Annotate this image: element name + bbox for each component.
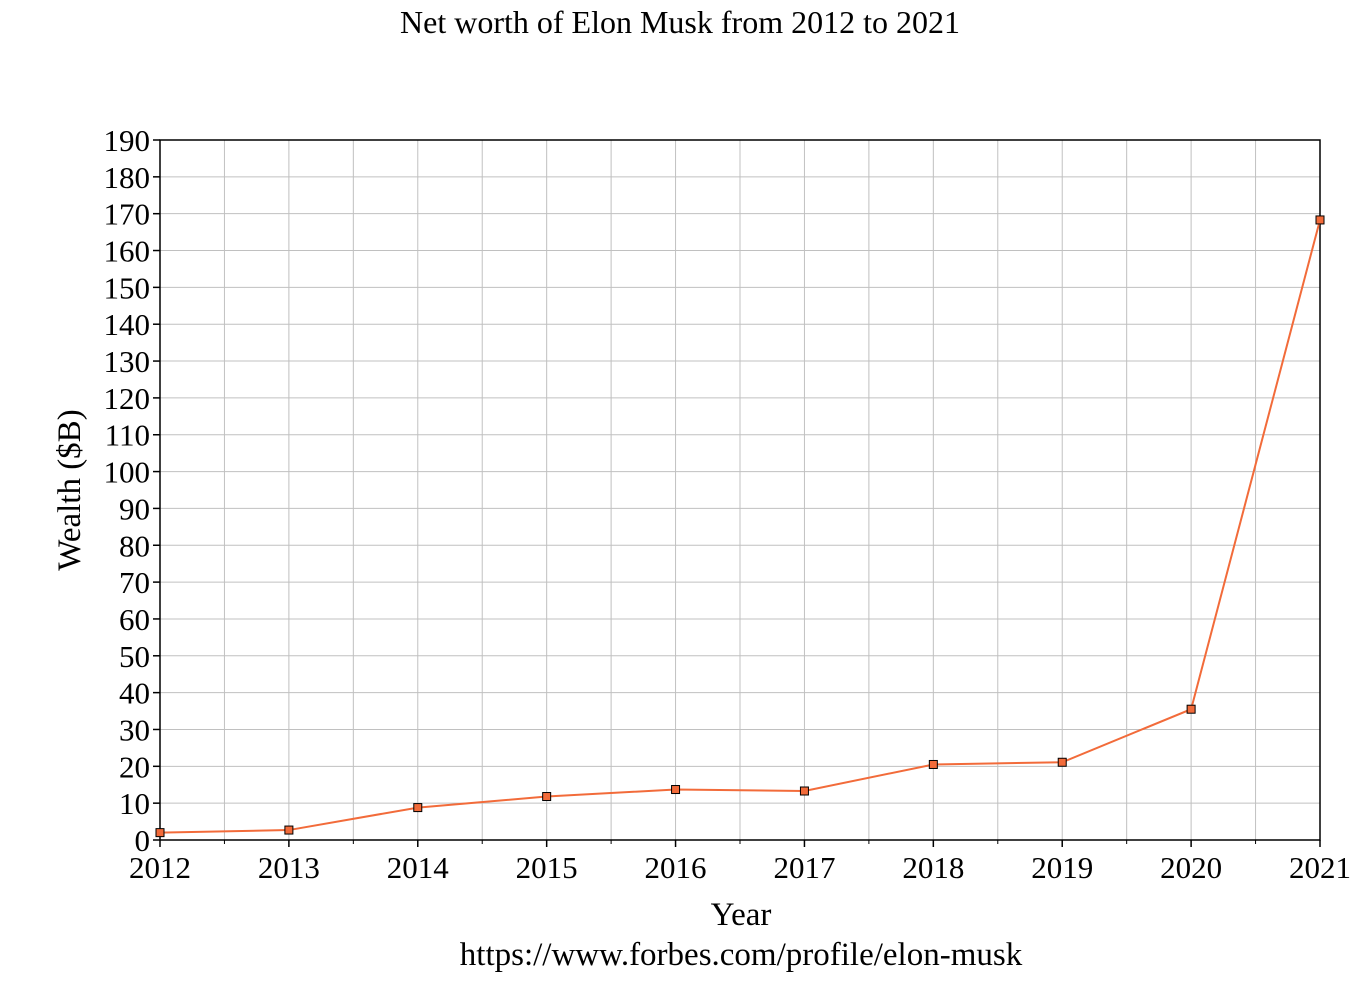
y-tick-label: 170 (104, 197, 151, 232)
x-tick-label: 2013 (258, 850, 320, 885)
data-point-marker (1186, 704, 1196, 714)
series-line (159, 219, 1321, 834)
y-tick-label: 130 (104, 344, 151, 379)
chart-title: Net worth of Elon Musk from 2012 to 2021 (400, 4, 960, 40)
x-tick-label: 2021 (1289, 850, 1351, 885)
y-tick-label: 100 (104, 455, 151, 490)
y-tick-label: 180 (104, 160, 151, 195)
x-axis-ticks: 2012 2013 2014 2015 2016 2017 2018 2019 2020 2021 (129, 840, 1351, 885)
y-tick-label: 10 (119, 786, 150, 821)
grid-lines (160, 140, 1320, 840)
source-url: https://www.forbes.com/profile/elon-musk (460, 937, 1023, 973)
y-tick-label: 120 (104, 381, 151, 416)
y-tick-label: 50 (119, 639, 150, 674)
y-tick-label: 190 (104, 123, 151, 158)
y-tick-label: 60 (119, 602, 150, 637)
y-tick-label: 110 (105, 418, 150, 453)
x-tick-label: 2017 (773, 850, 835, 885)
y-tick-label: 30 (119, 712, 150, 747)
x-tick-label: 2019 (1031, 850, 1093, 885)
data-point-marker (799, 786, 809, 796)
y-tick-label: 40 (119, 676, 150, 711)
y-tick-label: 80 (119, 528, 150, 563)
y-tick-label: 70 (119, 565, 150, 600)
y-tick-label: 160 (104, 234, 151, 269)
x-tick-label: 2012 (129, 850, 191, 885)
data-point-marker (413, 803, 423, 813)
y-tick-label: 140 (104, 307, 151, 342)
y-axis-ticks: 0102030405060708090100110120130140150160… (104, 123, 160, 858)
x-tick-label: 2018 (902, 850, 964, 885)
series-markers (155, 215, 1325, 838)
data-point-marker (928, 759, 938, 769)
data-point-marker (671, 785, 681, 795)
y-tick-label: 0 (135, 823, 151, 858)
x-tick-label: 2014 (387, 850, 450, 885)
data-point-marker (155, 828, 165, 838)
data-point-marker (1315, 215, 1325, 225)
plot-area-frame (159, 139, 1321, 841)
x-tick-label: 2020 (1160, 850, 1222, 885)
data-point-marker (542, 792, 552, 802)
x-axis-title: Year (711, 897, 772, 933)
x-tick-label: 2015 (516, 850, 578, 885)
data-point-marker (284, 825, 294, 835)
y-tick-label: 90 (119, 491, 150, 526)
y-tick-label: 150 (104, 270, 151, 305)
y-tick-label: 20 (119, 749, 150, 784)
y-axis-title: Wealth ($B) (52, 409, 88, 570)
data-point-marker (1057, 757, 1067, 767)
x-tick-label: 2016 (645, 850, 707, 885)
